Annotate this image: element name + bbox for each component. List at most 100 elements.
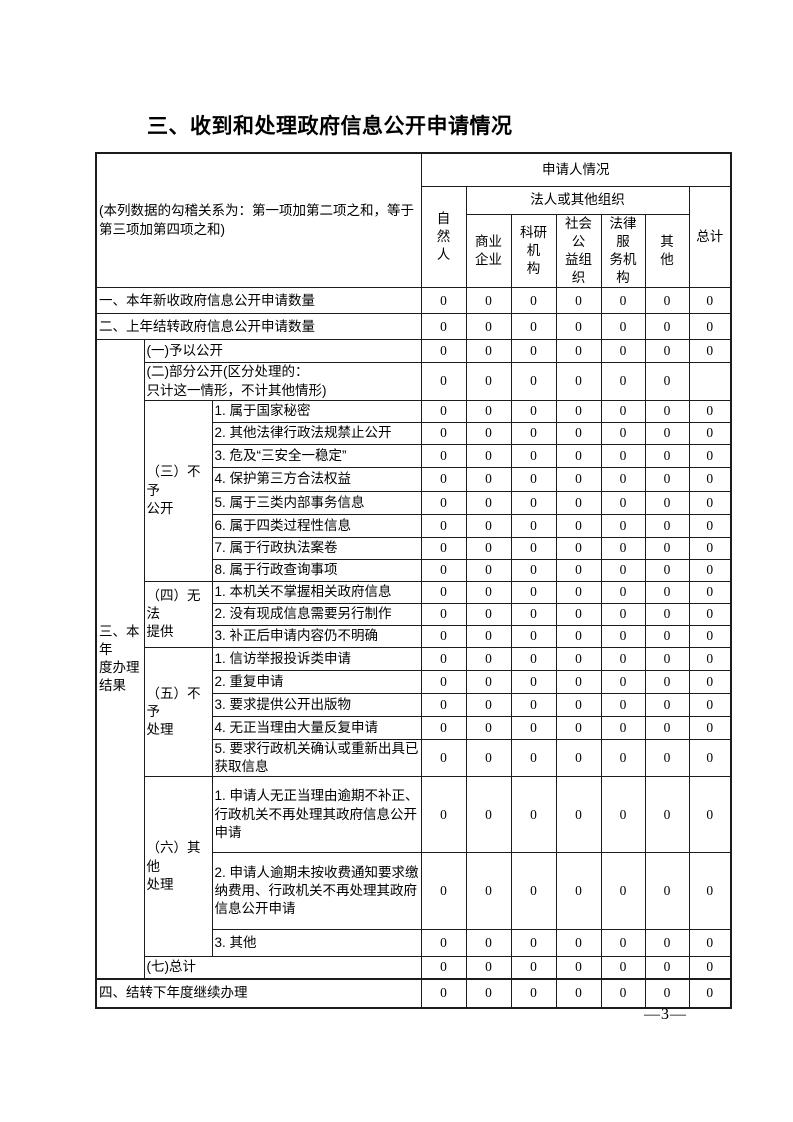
value-cell: 0	[600, 646, 646, 671]
row-label: 4. 无正当理由大量反复申请	[211, 715, 422, 740]
row-label: (二)部分公开(区分处理的： 只计这一情形，不计其他情形)	[143, 362, 422, 401]
value-cell: 0	[510, 977, 557, 1009]
value-cell: 0	[555, 692, 602, 717]
row-granted: 三、本年 度办理 结果 (一)予以公开 0 0 0 0 0 0 0	[95, 339, 732, 980]
value-cell: 0	[510, 399, 557, 423]
header-applicant-status: 申请人情况	[420, 152, 732, 187]
value-cell: 0	[465, 580, 512, 604]
value-cell: 0	[465, 466, 512, 492]
value-cell: 0	[510, 776, 557, 854]
value-cell: 0	[420, 929, 467, 958]
value-cell: 0	[644, 287, 690, 315]
info-disclosure-table: (本列数据的勾稽关系为：第一项加第二项之和，等于 第三项加第四项之和) 申请人情…	[95, 152, 733, 1009]
row-unable-1: （四）无法 提供 1. 本机关不掌握相关政府信息 0 0 0 0 0 0 0	[96, 580, 732, 648]
value-cell: 0	[644, 536, 690, 560]
row-label: 四、结转下年度继续办理	[95, 977, 422, 1009]
value-cell: 0	[465, 669, 512, 694]
value-cell: 0	[688, 624, 732, 648]
value-cell: 0	[420, 421, 467, 445]
value-cell: 0	[510, 313, 557, 341]
value-cell: 0	[688, 929, 732, 958]
value-cell: 0	[555, 490, 602, 515]
value-cell: 0	[644, 466, 690, 492]
value-cell: 0	[510, 558, 557, 582]
row-label: 3. 补正后申请内容仍不明确	[211, 624, 422, 648]
group-label-unable: （四）无法 提供	[143, 580, 213, 648]
value-cell: 0	[600, 313, 646, 341]
value-cell: 0	[600, 602, 646, 626]
value-cell: 0	[555, 977, 602, 1009]
value-cell: 0	[420, 287, 467, 315]
value-cell: 0	[600, 513, 646, 538]
value-cell: 0	[688, 513, 732, 538]
value-cell: 0	[420, 715, 467, 740]
value-cell: 0	[465, 339, 512, 364]
value-cell: 0	[510, 715, 557, 740]
row-label: 5. 要求行政机关确认或重新出具已获取信息	[211, 738, 422, 778]
value-cell: 0	[555, 580, 602, 604]
row-label: 一、本年新收政府信息公开申请数量	[95, 287, 422, 315]
value-cell: 0	[644, 977, 690, 1009]
value-cell: 0	[465, 513, 512, 538]
value-cell: 0	[688, 580, 732, 604]
value-cell: 0	[688, 466, 732, 492]
value-cell: 0	[644, 443, 690, 468]
value-cell: 0	[420, 602, 467, 626]
value-cell: 0	[600, 692, 646, 717]
value-cell: 0	[465, 313, 512, 341]
value-cell: 0	[688, 602, 732, 626]
value-cell: 0	[420, 399, 467, 423]
value-cell: 0	[644, 929, 690, 958]
group-label-other: （六）其他 处理	[143, 776, 213, 958]
value-cell: 0	[465, 738, 512, 778]
row-other-1: （六）其他 处理 1. 申请人无正当理由逾期不补正、行政机关不再处理其政府信息公…	[96, 776, 732, 958]
value-cell: 0	[600, 399, 646, 423]
value-cell: 0	[644, 313, 690, 341]
value-cell: 0	[510, 692, 557, 717]
value-cell: 0	[510, 956, 557, 980]
value-cell: 0	[420, 776, 467, 854]
value-cell: 0	[420, 669, 467, 694]
row-carried-over-requests: 二、上年结转政府信息公开申请数量 0 0 0 0 0 0 0	[95, 313, 732, 341]
row-label: (七)总计	[143, 956, 422, 980]
value-cell: 0	[688, 558, 732, 582]
value-cell: 0	[465, 977, 512, 1009]
value-cell: 0	[555, 339, 602, 364]
value-cell: 0	[420, 852, 467, 931]
row-label: 1. 本机关不掌握相关政府信息	[211, 580, 422, 604]
value-cell: 0	[465, 715, 512, 740]
value-cell: 0	[555, 399, 602, 423]
row-label: 2. 没有现成信息需要另行制作	[211, 602, 422, 626]
value-cell: 0	[420, 513, 467, 538]
value-cell: 0	[644, 513, 690, 538]
row-label: 4. 保护第三方合法权益	[211, 466, 422, 492]
value-cell: 0	[600, 929, 646, 958]
row-label: (一)予以公开	[143, 339, 422, 364]
value-cell: 0	[510, 443, 557, 468]
value-cell: 0	[510, 602, 557, 626]
row-not-processed-2: 2. 重复申请 0 0 0 0 0 0 0	[96, 669, 732, 694]
row-label: 5. 属于三类内部事务信息	[211, 490, 422, 515]
header-other-org: 其 他	[644, 213, 690, 289]
value-cell: 0	[644, 421, 690, 445]
value-cell: 0	[644, 692, 690, 717]
value-cell: 0	[644, 399, 690, 423]
header-natural-person: 自 然 人	[420, 185, 467, 289]
value-cell: 0	[688, 738, 732, 778]
row-label: 8. 属于行政查询事项	[211, 558, 422, 582]
value-cell: 0	[510, 738, 557, 778]
value-cell: 0	[600, 624, 646, 648]
row-other-3: 3. 其他 0 0 0 0 0 0 0	[96, 929, 732, 958]
value-cell: 0	[420, 490, 467, 515]
value-cell: 0	[688, 443, 732, 468]
value-cell: 0	[420, 738, 467, 778]
value-cell: 0	[555, 929, 602, 958]
page-title: 三、收到和处理政府信息公开申请情况	[147, 115, 513, 138]
value-cell: 0	[555, 443, 602, 468]
header-legal-service-org: 法律服 务机构	[600, 213, 646, 289]
value-cell: 0	[465, 399, 512, 423]
value-cell: 0	[688, 692, 732, 717]
value-cell: 0	[688, 669, 732, 694]
row-label: 2. 其他法律行政法规禁止公开	[211, 421, 422, 445]
value-cell: 0	[555, 646, 602, 671]
